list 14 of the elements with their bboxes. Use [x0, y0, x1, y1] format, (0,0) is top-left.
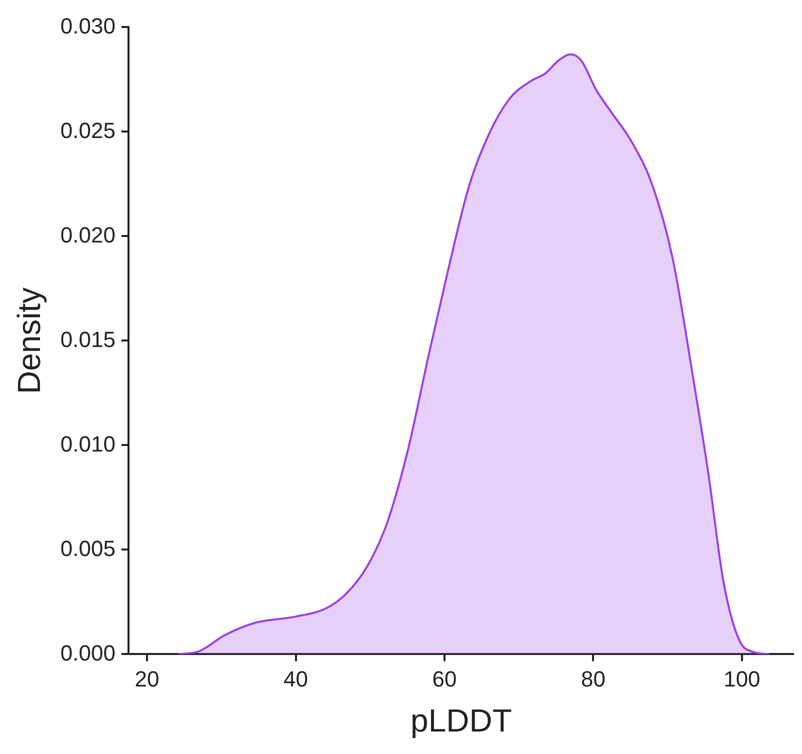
- x-tick-label: 60: [432, 666, 457, 692]
- x-tick-label: 20: [134, 666, 160, 692]
- x-axis-title: pLDDT: [410, 702, 512, 739]
- x-tick-label: 80: [580, 666, 606, 692]
- y-tick-label: 0.030: [60, 13, 116, 38]
- y-tick-label: 0.010: [60, 431, 116, 456]
- y-tick-label: 0.005: [60, 536, 116, 561]
- y-tick-label: 0.025: [60, 118, 116, 143]
- x-tick-label: 40: [284, 666, 308, 692]
- x-tick-label: 100: [724, 666, 760, 692]
- y-tick-label: 0.000: [60, 640, 116, 666]
- y-tick-label: 0.015: [60, 326, 116, 352]
- y-axis-title: Density: [11, 287, 48, 394]
- y-tick-label: 0.020: [60, 222, 116, 248]
